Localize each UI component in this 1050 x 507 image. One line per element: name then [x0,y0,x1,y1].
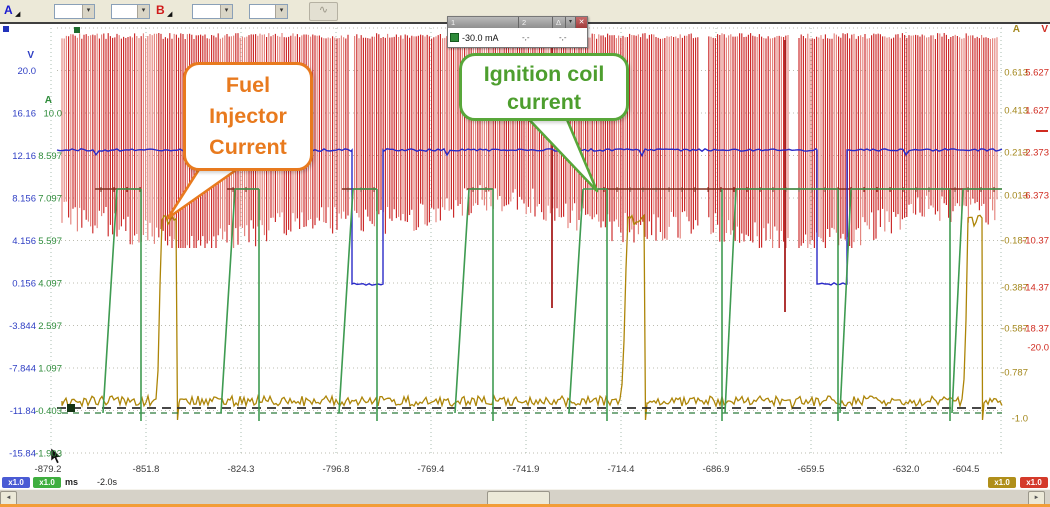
measurement-panel-header[interactable]: 1 2 Δ ▾ ✕ [448,17,587,28]
axis-tick-label: 7.097 [38,194,62,205]
callout-line: Current [209,135,287,159]
chevron-down-icon[interactable]: ▾ [137,5,149,18]
window-bottom-accent [0,504,1050,507]
measurement-col-1-header: 1 [448,17,518,28]
ignition-coil-current-trace [102,188,1002,421]
axis-tick-label: -796.8 [323,464,350,475]
axis-tick-label: -686.9 [703,464,730,475]
channel-a-coupling-dropdown[interactable]: ▾ [111,4,150,19]
axis-tick-label: A [45,95,52,106]
axis-tick-label: 16.16 [12,109,36,120]
callout-line: Fuel [225,73,271,97]
axis-tick-label: 20.0 [18,66,37,77]
blue-zoom-badge[interactable]: x1.0 [2,477,30,488]
axis-tick-label: -851.8 [133,464,160,475]
axis-tick-label: V [1041,24,1048,35]
callout-tails [166,108,599,220]
fuel-injector-current-trace [61,213,1003,421]
axis-tick-label: -0.387 [1001,283,1028,294]
horizontal-scrollbar[interactable]: ◄ ► [0,489,1050,506]
ignition-coil-callout: Ignition coil current [459,53,629,121]
axis-tick-label: 4.156 [12,236,36,247]
channel-b-label: B [156,3,165,17]
green-zoom-badge[interactable]: x1.0 [33,477,61,488]
axis-tick-label: -7.844 [9,364,36,375]
axis-tick-label: -824.3 [228,464,255,475]
waveform-tool-button-disabled[interactable]: ∿ [309,2,338,21]
callout-line: Injector [209,104,287,128]
axis-tick-label: -659.5 [798,464,825,475]
measurement-value-2: -,- [519,28,555,47]
axis-tick-label: -18.37 [1022,324,1049,335]
axis-tick-label: 2.597 [38,321,62,332]
channel-b-grip-icon: ◢ [167,11,173,18]
axis-tick-label: -3.844 [9,321,36,332]
channel-b-range-dropdown[interactable]: ▾ [192,4,233,19]
axis-tick-label: -10.37 [1022,236,1049,247]
axis-tick-label: -604.5 [953,464,980,475]
axis-tick-label: -6.373 [1022,191,1049,202]
measurement-current-value: -30.0 mA [462,32,499,43]
close-icon[interactable]: ✕ [576,17,587,28]
axis-tick-label: -741.9 [513,464,540,475]
axis-tick-label: -15.84 [9,449,36,460]
axis-tick-label: 5.627 [1025,68,1049,79]
olive-zoom-badge[interactable]: x1.0 [988,477,1016,488]
callout-line: Ignition coil [483,62,605,86]
axis-tick-label: 1.627 [1025,106,1049,117]
axis-tick-label: 10.0 [44,109,63,120]
axis-tick-label: A [1013,24,1020,35]
total-capture-time: -2.0s [97,477,118,487]
measurement-col-delta-header: Δ [553,17,565,28]
axis-tick-label: 0.213 [1004,148,1028,159]
channel-a-range-dropdown[interactable]: ▾ [54,4,95,19]
callout-line: current [506,90,582,114]
axis-tick-label: 12.16 [12,151,36,162]
axis-tick-label: 1.097 [38,364,62,375]
axis-tick-label: -769.4 [418,464,445,475]
channel-b-coupling-dropdown[interactable]: ▾ [249,4,288,19]
channel-a-label: A [4,3,13,17]
measurement-col-2-header: 2 [519,17,552,28]
mouse-cursor-icon [50,447,62,464]
chevron-down-icon[interactable]: ▾ [275,5,287,18]
channel-a-grip-icon: ◢ [15,11,21,18]
axis-tick-label: 0.013 [1004,191,1028,202]
measurement-row: -30.0 mA -,- -,- [448,28,587,47]
channel-color-swatch [450,33,459,42]
axis-tick-label: -20.0 [1027,343,1049,354]
axis-tick-label: -0.587 [1001,324,1028,335]
time-unit-label: ms [65,477,79,487]
measurement-value-delta: -,- [556,28,587,47]
axis-tick-label: 0.613 [1004,68,1028,79]
axis-tick-label: -0.403 [35,406,62,417]
axis-tick-label: 5.597 [38,236,62,247]
axis-tick-label: 0.156 [12,279,36,290]
axis-tick-label: -0.187 [1001,236,1028,247]
fuel-injector-callout: Fuel Injector Current [183,62,313,171]
axis-tick-label: 0.413 [1004,106,1028,117]
channel-markers [3,26,80,464]
red-zoom-badge[interactable]: x1.0 [1020,477,1048,488]
axis-tick-label: 4.097 [38,279,62,290]
axis-tick-label: -714.4 [608,464,635,475]
axis-tick-label: -2.373 [1022,148,1049,159]
axis-tick-label: -632.0 [893,464,920,475]
axis-tick-label: -1.0 [1012,414,1028,425]
measurement-panel[interactable]: 1 2 Δ ▾ ✕ -30.0 mA -,- -,- [447,16,588,48]
axis-tick-label: 8.156 [12,194,36,205]
axis-labels: V 20.0 16.16 12.16 8.156 4.156 0.156 -3.844 -7.8… [9,12,1050,475]
axis-tick-label: V [27,50,34,61]
chevron-down-icon[interactable]: ▾ [220,5,232,18]
axis-tick-label: 8.597 [38,151,62,162]
axis-tick-label: -0.787 [1001,368,1028,379]
axis-tick-label: -879.2 [35,464,62,475]
axis-tick-label: -11.84 [10,406,36,417]
chevron-down-icon[interactable]: ▾ [82,5,94,18]
axis-tick-label: -1.903 [35,449,62,460]
minimize-icon[interactable]: ▾ [566,17,575,28]
axis-tick-label: -14.37 [1022,283,1049,294]
